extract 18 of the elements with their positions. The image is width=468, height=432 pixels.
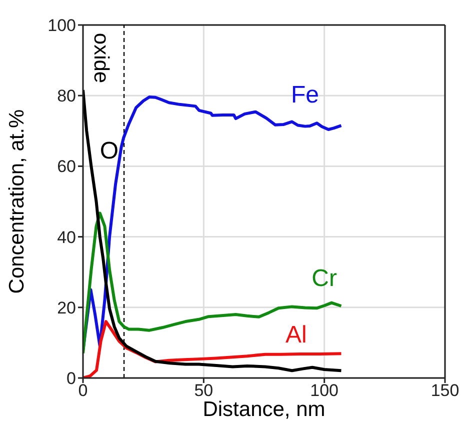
x-axis-title: Distance, nm	[202, 398, 326, 421]
line-series	[83, 212, 343, 355]
y-tick-label: 20	[57, 298, 76, 318]
series-label: Al	[286, 321, 307, 348]
series-label: O	[100, 138, 119, 165]
y-axis-title: Concentration, at.%	[5, 109, 28, 294]
series-label: Cr	[312, 264, 337, 292]
y-tick-label: 60	[57, 157, 76, 176]
series-label: Fe	[291, 82, 320, 109]
x-tick-label: 100	[310, 381, 339, 400]
x-tick-label: 50	[194, 381, 214, 400]
y-tick-label: 0	[66, 369, 76, 388]
y-tick-label: 80	[57, 86, 76, 106]
annotation: oxide	[89, 32, 112, 84]
x-tick-label: 0	[78, 381, 88, 400]
y-tick-label: 100	[48, 16, 76, 36]
y-tick-label: 40	[57, 228, 76, 247]
x-tick-label: 150	[430, 381, 460, 400]
